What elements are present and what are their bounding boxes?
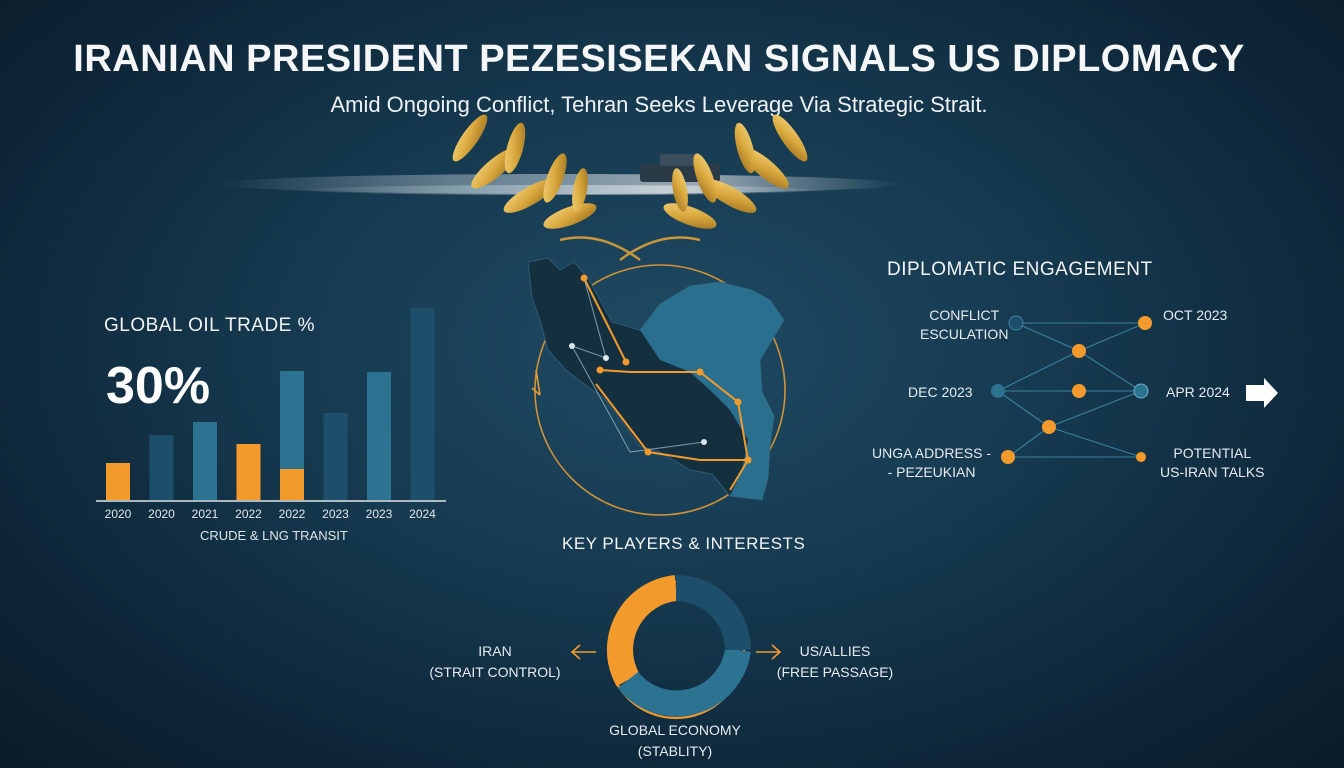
tick-label: 2023 [365,507,393,521]
tick-label: 2020 [148,507,175,521]
oil-highlight-value: 30% [106,357,211,415]
bar-2023-s0-i5 [323,413,348,500]
player-iran: IRAN (STRAIT CONTROL) [429,643,561,680]
tick-label: 2022 [235,507,262,521]
diplomatic-network-graphic [991,315,1278,464]
bar-2020-s0-i0 [106,463,130,500]
bar-2020-s0-i1 [149,435,174,500]
players-donut-graphic [570,575,782,720]
node-dec-2023: DEC 2023 [908,384,973,400]
node-conflict-escalation: CONFLICT ESCULATION [920,307,1009,342]
bar-2021-s0-i2 [193,422,217,500]
node-apr-2024: APR 2024 [1166,384,1230,400]
bar-2024-s0-i7 [410,308,435,500]
diplomacy-heading: DIPLOMATIC ENGAGEMENT [887,259,1153,280]
page-subtitle: Amid Ongoing Conflict, Tehran Seeks Leve… [330,92,988,117]
laurel-wreath-icon [452,114,808,262]
bar-2023-s0-i6 [367,372,391,500]
page-title: IRANIAN PRESIDENT PEZESISEKAN SIGNALS US… [73,38,1245,80]
tick-label: 2020 [104,507,132,521]
player-global-economy: GLOBAL ECONOMY (STABLITY) [609,722,741,759]
node-oct-2023: OCT 2023 [1163,307,1228,323]
node-unga-address: UNGA ADDRESS - - PEZEUKIAN [872,445,992,480]
tick-label: 2023 [322,507,349,521]
oil-trade-bars [106,308,435,500]
bar-2022-s1-i4 [280,469,304,500]
left-arrow-icon [570,644,596,660]
players-heading: KEY PLAYERS & INTERESTS [562,534,806,553]
forward-arrow-icon [1246,378,1278,408]
tick-label: 2021 [191,507,219,521]
player-us-allies: US/ALLIES (FREE PASSAGE) [776,643,894,680]
tick-label: 2024 [409,507,436,521]
tick-label: 2022 [278,507,306,521]
bar-2022-s0-i3 [236,444,261,500]
oil-chart-caption: CRUDE & LNG TRANSIT [200,528,348,543]
right-arrow-icon [756,644,782,660]
node-potential-talks: POTENTIAL US-IRAN TALKS [1160,445,1265,480]
strait-map-graphic [527,257,786,516]
oil-chart-heading: GLOBAL OIL TRADE % [104,315,316,336]
